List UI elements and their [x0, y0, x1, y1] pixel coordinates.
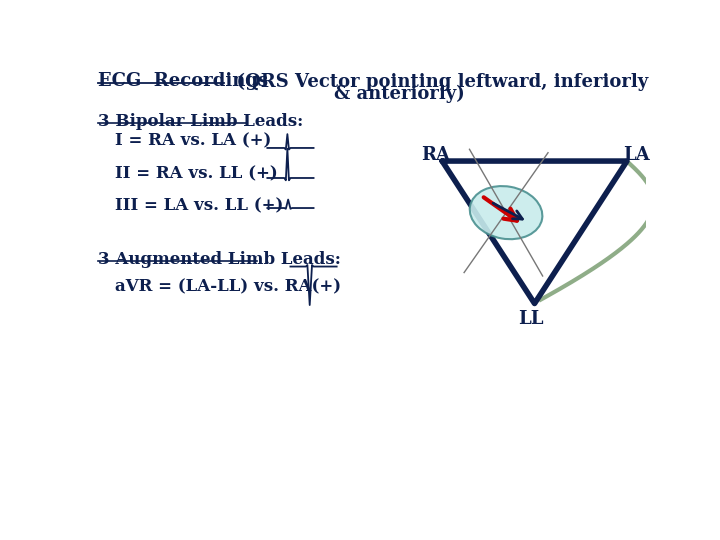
Text: III = LA vs. LL (+): III = LA vs. LL (+)	[115, 197, 283, 214]
Text: II = RA vs. LL (+): II = RA vs. LL (+)	[115, 165, 278, 182]
Text: aVR = (LA-LL) vs. RA(+): aVR = (LA-LL) vs. RA(+)	[115, 279, 341, 296]
Text: ECG  Recordings: ECG Recordings	[98, 72, 268, 91]
Ellipse shape	[469, 186, 542, 239]
Text: LA: LA	[623, 146, 649, 164]
Text: 3 Augmented Limb Leads:: 3 Augmented Limb Leads:	[98, 251, 341, 268]
Text: LL: LL	[518, 309, 544, 328]
Text: (QRS Vector pointing leftward, inferiorly: (QRS Vector pointing leftward, inferiorl…	[224, 72, 649, 91]
Text: & anteriorly): & anteriorly)	[334, 85, 465, 103]
Text: I = RA vs. LA (+): I = RA vs. LA (+)	[115, 132, 271, 150]
Text: 3 Bipolar Limb Leads:: 3 Bipolar Limb Leads:	[98, 112, 303, 130]
Text: RA: RA	[421, 146, 451, 164]
